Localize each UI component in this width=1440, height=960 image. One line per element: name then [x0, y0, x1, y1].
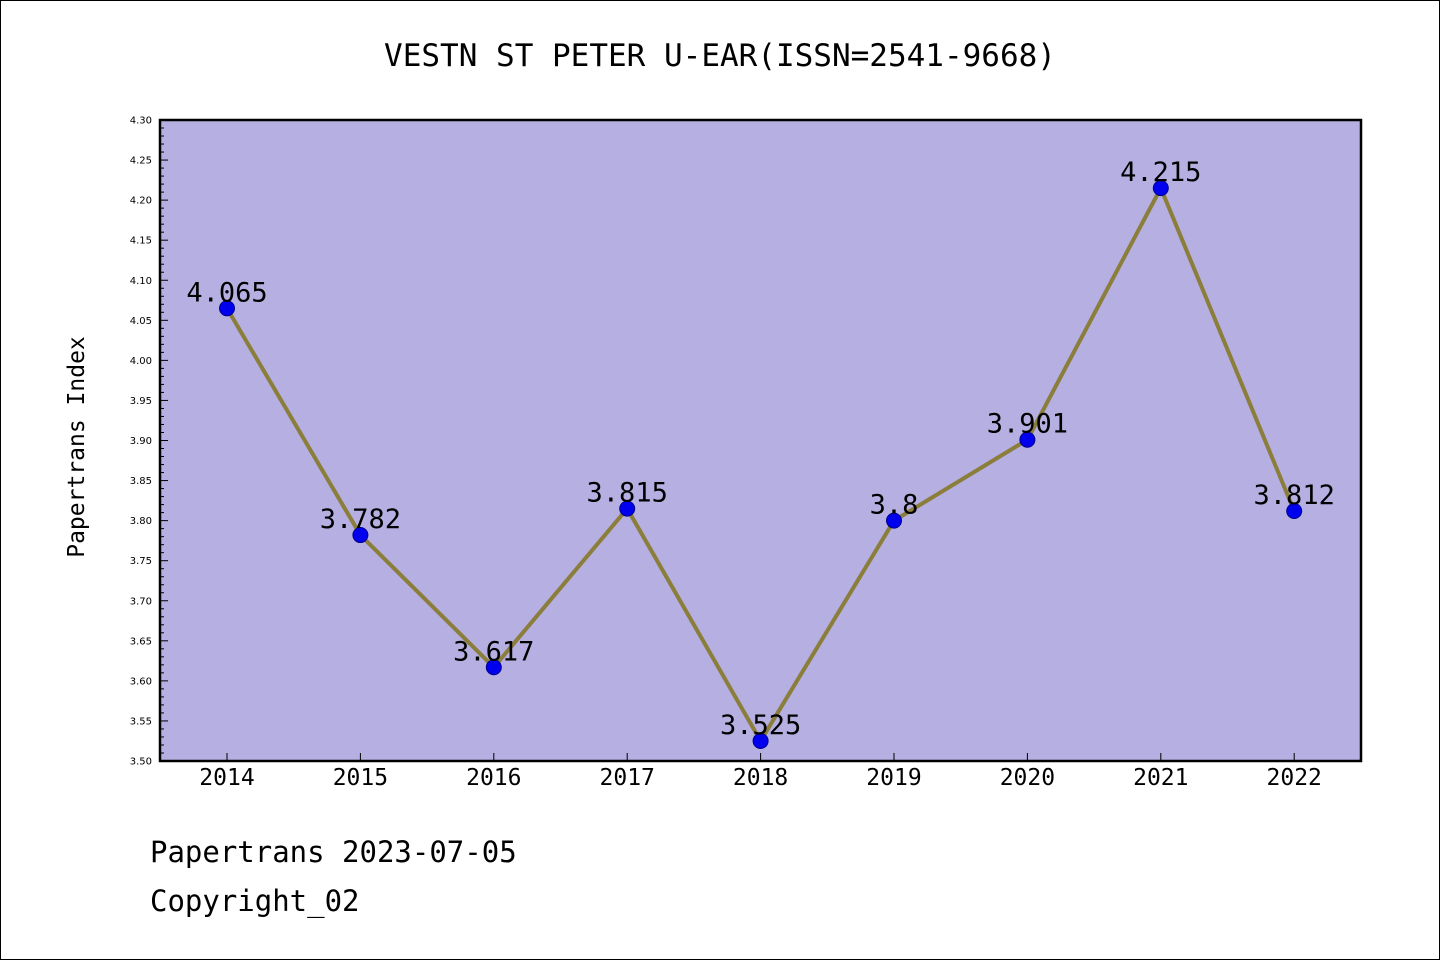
y-tick-label: 4.20: [130, 196, 152, 207]
footer-copyright-text: Copyright_02: [150, 884, 360, 918]
x-tick-label: 2017: [600, 765, 655, 791]
data-label: 3.525: [720, 710, 801, 741]
x-tick-label: 2018: [733, 765, 788, 791]
data-point: [619, 500, 636, 517]
y-tick-label: 3.80: [130, 516, 152, 527]
y-tick-label: 3.55: [130, 716, 152, 727]
y-tick-label: 4.10: [130, 276, 152, 287]
x-tick-label: 2016: [466, 765, 521, 791]
x-tick-label: 2022: [1267, 765, 1322, 791]
x-tick-label: 2014: [199, 765, 254, 791]
y-axis-label: Papertrans Index: [64, 336, 90, 558]
y-tick-label: 3.85: [130, 476, 152, 487]
x-axis: 2014 2015 2016 2017 2018 2019 2020 2021 2022: [199, 753, 1322, 791]
data-label: 3.782: [320, 504, 401, 535]
data-point: [1019, 431, 1036, 448]
data-label-layer: 4.065 3.782 3.617 3.815 3.525 3.8 3.901 4.215 3.…: [186, 157, 1334, 741]
data-label: 3.901: [987, 409, 1068, 440]
data-point: [1152, 180, 1169, 197]
x-tick-label: 2019: [866, 765, 921, 791]
y-tick-label: 4.25: [130, 156, 152, 167]
data-point: [352, 527, 369, 544]
plot-area: [158, 118, 1363, 763]
data-point: [886, 512, 902, 529]
footer-date-text: Papertrans 2023-07-05: [150, 835, 517, 869]
y-tick-label: 3.50: [130, 757, 152, 768]
x-tick-label: 2015: [333, 765, 388, 791]
data-label: 4.065: [186, 277, 267, 308]
y-tick-label: 4.30: [130, 116, 152, 127]
y-tick-label: 3.70: [130, 596, 152, 607]
y-tick-label: 3.95: [130, 396, 152, 407]
data-label: 3.812: [1254, 480, 1335, 511]
y-tick-label: 3.90: [130, 436, 152, 447]
data-point: [1286, 503, 1303, 520]
y-tick-label: 4.00: [130, 356, 152, 367]
data-label: 3.815: [587, 478, 668, 509]
data-point: [219, 300, 235, 317]
x-tick-label: 2021: [1133, 765, 1188, 791]
y-tick-label: 4.15: [130, 236, 152, 247]
series-layer: [219, 180, 1303, 749]
y-axis: 3.50 3.55 3.60 3.65 3.70 3.75 3.80 3.85 3.90 3.95…: [130, 116, 168, 768]
chart-title: VESTN ST PETER U-EAR(ISSN=2541-9668): [384, 38, 1056, 74]
y-tick-label: 3.60: [130, 676, 152, 687]
data-label: 3.617: [453, 636, 534, 667]
data-point: [485, 659, 502, 676]
x-tick-label: 2020: [1000, 765, 1055, 791]
data-point: [752, 732, 769, 749]
y-tick-label: 3.65: [130, 636, 152, 647]
data-label: 4.215: [1120, 157, 1201, 188]
data-label: 3.8: [870, 490, 919, 521]
y-tick-label: 4.05: [130, 316, 152, 327]
y-tick-label: 3.75: [130, 556, 152, 567]
